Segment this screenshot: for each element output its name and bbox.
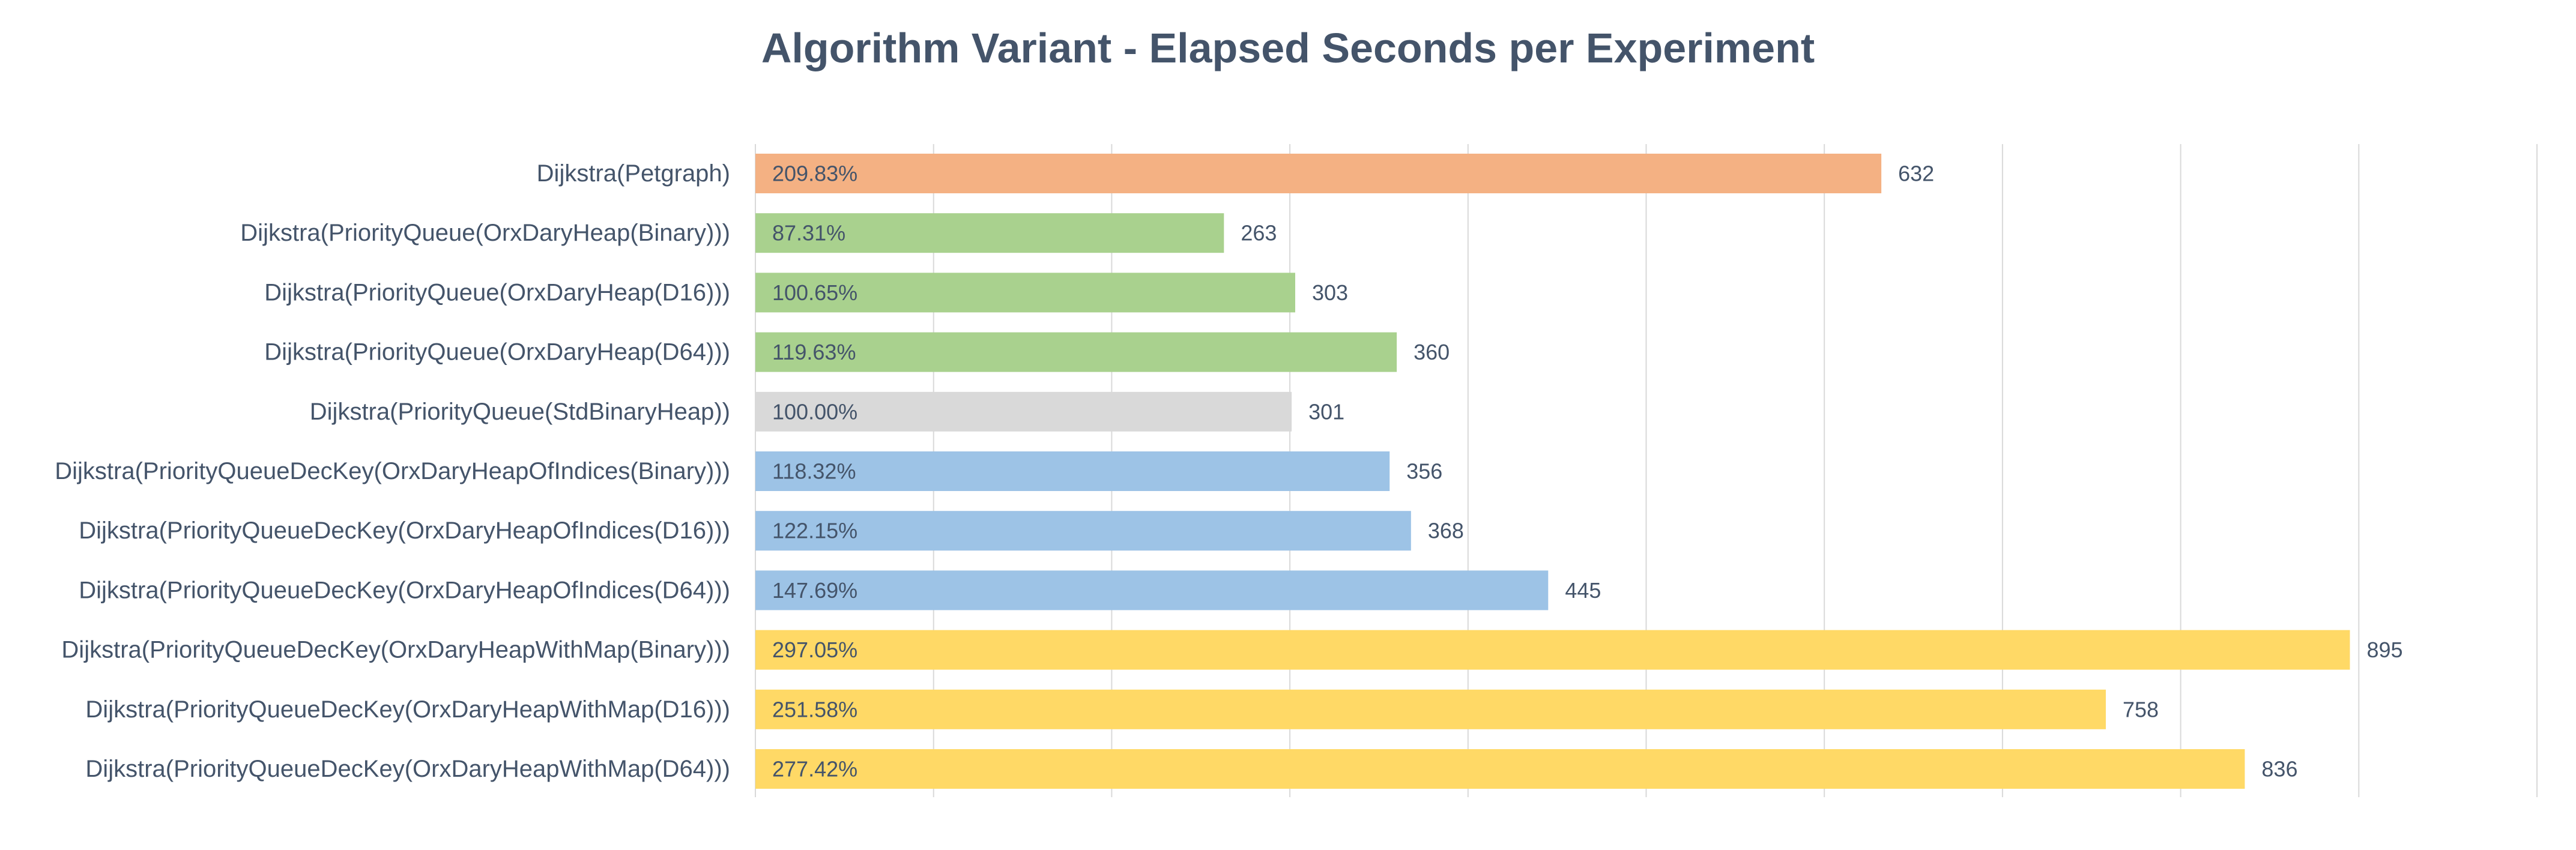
bar (755, 451, 1390, 491)
percent-label: 251.58% (772, 697, 857, 722)
bar (755, 570, 1549, 610)
data-label: 836 (2261, 757, 2297, 782)
category-label: Dijkstra(PriorityQueue(OrxDaryHeap(D16))… (264, 279, 730, 306)
data-label: 303 (1312, 280, 1348, 305)
category-label: Dijkstra(PriorityQueue(OrxDaryHeap(Binar… (240, 220, 730, 246)
bar (755, 273, 1296, 313)
data-label: 368 (1428, 519, 1464, 543)
label-layer: Dijkstra(Petgraph) 209.83% 632 Dijkstra(Pri… (55, 160, 2402, 782)
percent-label: 100.00% (772, 399, 857, 424)
bar (755, 391, 1292, 432)
category-label: Dijkstra(PriorityQueue(OrxDaryHeap(D64))… (264, 339, 730, 366)
percent-label: 297.05% (772, 638, 857, 662)
data-label: 895 (2366, 638, 2402, 662)
percent-label: 277.42% (772, 757, 857, 782)
category-label: Dijkstra(PriorityQueueDecKey(OrxDaryHeap… (85, 756, 730, 782)
data-label: 632 (1898, 161, 1934, 186)
category-label: Dijkstra(PriorityQueueDecKey(OrxDaryHeap… (79, 577, 730, 603)
data-label: 301 (1308, 399, 1344, 424)
percent-label: 209.83% (772, 161, 857, 186)
data-label: 356 (1406, 459, 1442, 484)
bar (755, 630, 2350, 670)
bar (755, 749, 2245, 789)
percent-label: 100.65% (772, 280, 857, 305)
bar (755, 511, 1411, 551)
category-label: Dijkstra(PriorityQueueDecKey(OrxDaryHeap… (61, 637, 730, 663)
data-label: 758 (2123, 697, 2159, 722)
percent-label: 122.15% (772, 519, 857, 543)
category-label: Dijkstra(PriorityQueueDecKey(OrxDaryHeap… (79, 517, 730, 544)
percent-label: 147.69% (772, 578, 857, 603)
percent-label: 119.63% (772, 340, 856, 364)
bar (755, 213, 1224, 253)
chart-title: Algorithm Variant - Elapsed Seconds per … (761, 25, 1815, 71)
bar (755, 689, 2106, 729)
bar (755, 332, 1397, 372)
category-label: Dijkstra(PriorityQueue(StdBinaryHeap)) (310, 399, 730, 425)
category-label: Dijkstra(Petgraph) (537, 160, 730, 187)
category-label: Dijkstra(PriorityQueueDecKey(OrxDaryHeap… (55, 458, 730, 484)
data-label: 445 (1565, 578, 1601, 603)
bar-layer (755, 154, 2350, 789)
data-label: 263 (1241, 221, 1277, 246)
category-label: Dijkstra(PriorityQueueDecKey(OrxDaryHeap… (85, 696, 730, 723)
percent-label: 87.31% (772, 221, 845, 246)
percent-label: 118.32% (772, 459, 856, 484)
bar (755, 154, 1882, 193)
data-label: 360 (1413, 340, 1450, 364)
